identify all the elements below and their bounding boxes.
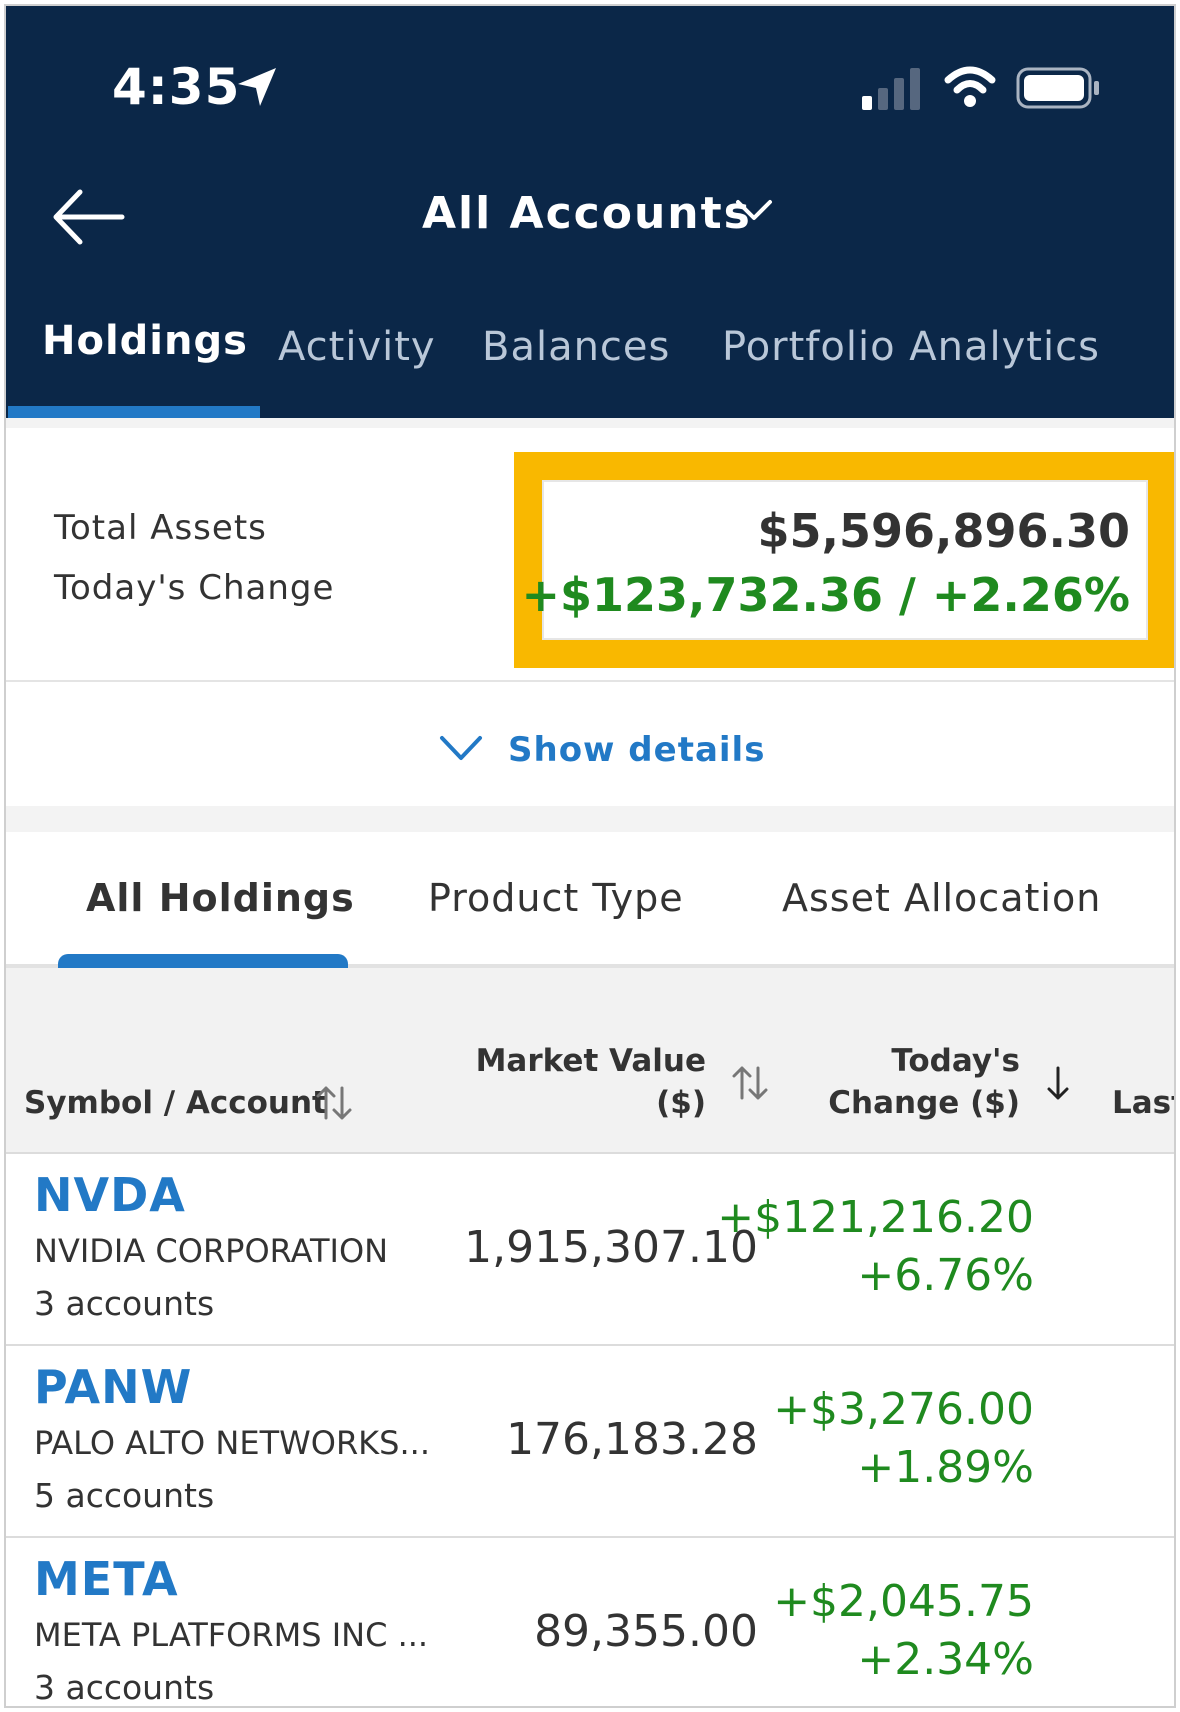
holding-change-amount: +$121,216.20 (717, 1192, 1034, 1243)
status-time: 4:35 (112, 58, 241, 116)
col-last[interactable]: Last (1112, 1085, 1174, 1121)
col-market-value[interactable]: Market Value (475, 1043, 706, 1079)
holding-name: PALO ALTO NETWORKS... (34, 1424, 430, 1462)
holding-market-value: 1,915,307.10 (464, 1222, 758, 1273)
subtab-all-holdings[interactable]: All Holdings (86, 876, 355, 920)
sort-icon[interactable] (730, 1062, 770, 1104)
tab-balances[interactable]: Balances (482, 324, 671, 370)
table-row[interactable]: META META PLATFORMS INC ... 3 accounts 8… (6, 1538, 1174, 1707)
holding-accounts: 3 accounts (34, 1284, 215, 1323)
assets-summary: Total Assets Today's Change $5,596,896.3… (6, 418, 1174, 680)
table-row[interactable]: NVDA NVIDIA CORPORATION 3 accounts 1,915… (6, 1154, 1174, 1346)
holding-accounts: 5 accounts (34, 1476, 215, 1515)
todays-change-label: Today's Change (54, 568, 335, 608)
location-arrow-icon (238, 68, 276, 106)
holding-market-value: 89,355.00 (534, 1606, 758, 1657)
col-todays-change-unit: Change ($) (828, 1085, 1020, 1121)
cellular-signal-icon (862, 68, 920, 110)
total-assets-value: $5,596,896.30 (757, 504, 1131, 558)
tab-activity[interactable]: Activity (278, 324, 436, 370)
holding-name: META PLATFORMS INC ... (34, 1616, 429, 1654)
holding-symbol[interactable]: NVDA (34, 1168, 186, 1222)
tab-holdings[interactable]: Holdings (42, 318, 248, 364)
battery-icon (1016, 67, 1099, 109)
holding-accounts: 3 accounts (34, 1668, 215, 1707)
holding-name: NVIDIA CORPORATION (34, 1232, 389, 1270)
show-details-button[interactable]: Show details (6, 680, 1174, 806)
holding-change-percent: +1.89% (857, 1442, 1034, 1493)
subtab-asset-allocation[interactable]: Asset Allocation (782, 876, 1102, 920)
subtab-product-type[interactable]: Product Type (428, 876, 684, 920)
highlight-box: $5,596,896.30 +$123,732.36 / +2.26% (514, 452, 1174, 668)
show-details-label: Show details (508, 730, 766, 770)
holding-market-value: 176,183.28 (506, 1414, 758, 1465)
holdings-table-header: Symbol / Account Market Value ($) Today'… (6, 968, 1174, 1154)
holding-change-percent: +2.34% (857, 1634, 1034, 1685)
section-divider (6, 806, 1174, 832)
todays-change-value: +$123,732.36 / +2.26% (521, 568, 1130, 622)
active-tab-indicator (8, 406, 260, 418)
col-todays-change[interactable]: Today's (891, 1043, 1020, 1079)
total-assets-label: Total Assets (54, 508, 267, 548)
app-header: 4:35 All Accounts Holdings (6, 6, 1174, 418)
table-row[interactable]: PANW PALO ALTO NETWORKS... 5 accounts 17… (6, 1346, 1174, 1538)
app-screen: 4:35 All Accounts Holdings (4, 4, 1176, 1708)
holding-change-amount: +$2,045.75 (773, 1576, 1034, 1627)
chevron-down-icon (440, 736, 482, 760)
summary-values: $5,596,896.30 +$123,732.36 / +2.26% (521, 480, 1148, 640)
holding-change-amount: +$3,276.00 (773, 1384, 1034, 1435)
holding-symbol[interactable]: PANW (34, 1360, 193, 1414)
wifi-icon (944, 66, 996, 107)
col-market-value-unit: ($) (656, 1085, 706, 1121)
sort-descending-icon[interactable] (1038, 1062, 1078, 1104)
sort-icon[interactable] (314, 1082, 354, 1124)
account-selector-title[interactable]: All Accounts (422, 188, 752, 239)
active-subtab-indicator (58, 954, 348, 968)
holding-change-percent: +6.76% (857, 1250, 1034, 1301)
col-symbol-account[interactable]: Symbol / Account (24, 1085, 327, 1121)
holding-symbol[interactable]: META (34, 1552, 179, 1606)
holdings-subtabs: All Holdings Product Type Asset Allocati… (6, 832, 1174, 968)
tab-portfolio-analytics[interactable]: Portfolio Analytics (722, 324, 1100, 370)
chevron-down-icon[interactable] (734, 196, 774, 226)
main-tabs: Holdings Activity Balances Portfolio Ana… (6, 310, 1174, 418)
back-arrow-icon[interactable] (50, 188, 126, 246)
